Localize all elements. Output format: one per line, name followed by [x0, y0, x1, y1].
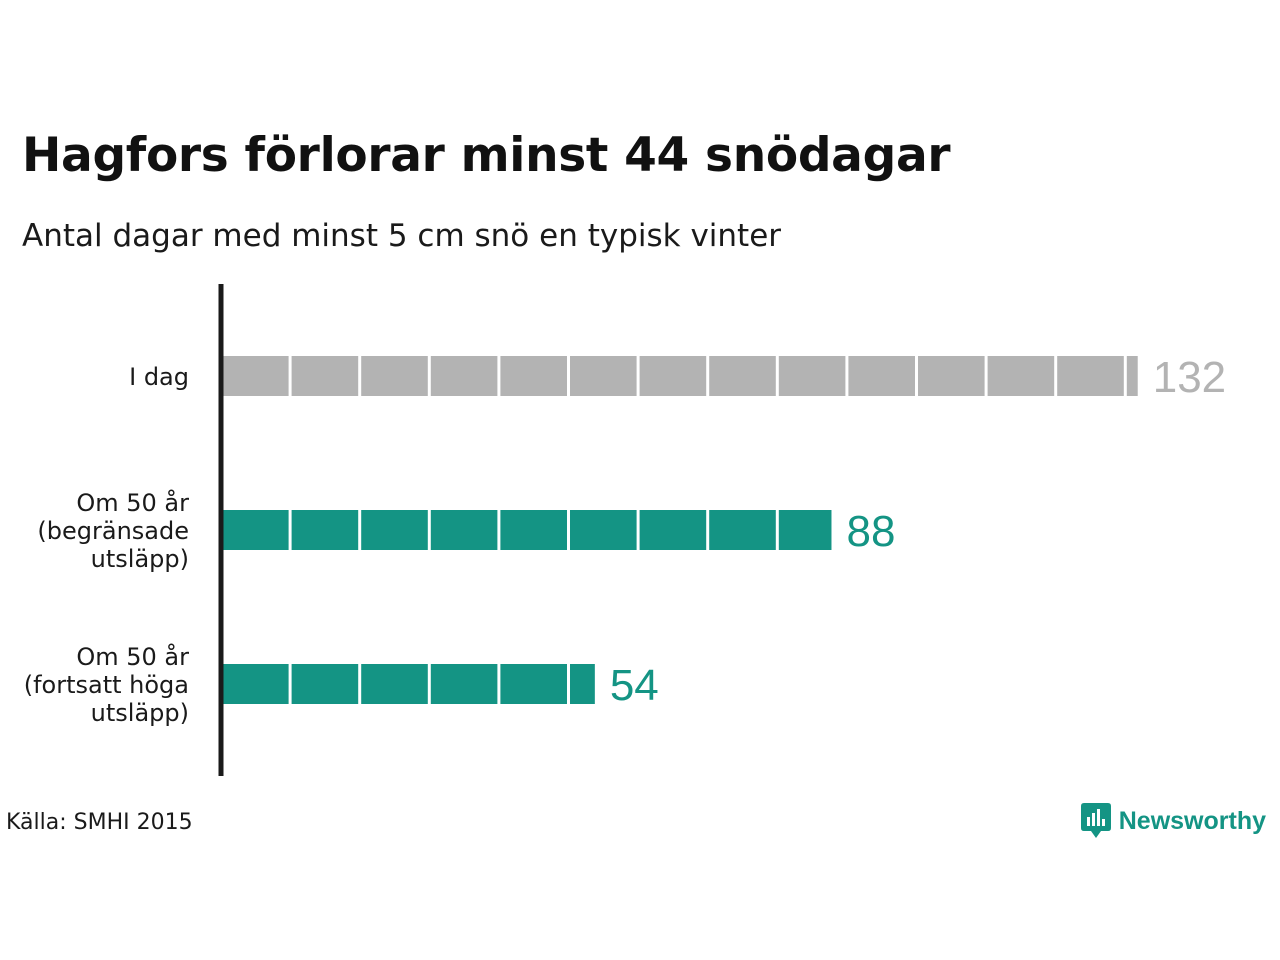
bar-segment — [500, 356, 567, 396]
bar-value-label: 54 — [610, 661, 659, 710]
bar-segment — [639, 356, 707, 396]
bar-segment — [1057, 356, 1124, 396]
bar-segment — [709, 356, 776, 396]
bar-segment — [430, 510, 498, 550]
category-label: Om 50 år (fortsatt höga utsläpp) — [24, 642, 189, 727]
bar-value-label: 132 — [1153, 353, 1226, 402]
bar-segment — [918, 356, 985, 396]
bar-segment — [1126, 356, 1138, 396]
bar-segment — [291, 664, 359, 704]
bar-segment — [361, 356, 428, 396]
bar-segment — [848, 356, 915, 396]
bar-segment — [500, 510, 567, 550]
bar-segment — [709, 510, 776, 550]
bar-segment — [291, 356, 359, 396]
bar-segment — [778, 356, 846, 396]
category-label: Om 50 år (begränsade utsläpp) — [37, 488, 189, 573]
category-label: I dag — [129, 363, 189, 391]
chart-subtitle: Antal dagar med minst 5 cm snö en typisk… — [22, 218, 782, 254]
bar-segment — [430, 356, 498, 396]
bar-segment — [361, 510, 428, 550]
chart-title: Hagfors förlorar minst 44 snödagar — [22, 128, 951, 183]
brand-logo-group: Newsworthy — [1080, 803, 1266, 839]
brand-name: Newsworthy — [1118, 806, 1266, 835]
bar-segment — [222, 356, 289, 396]
bar-value-label: 88 — [846, 507, 895, 556]
bar-segment — [291, 510, 359, 550]
bar-segment — [987, 356, 1055, 396]
bar-segment — [361, 664, 428, 704]
bar-segment — [430, 664, 498, 704]
bar-segment — [570, 664, 595, 704]
bar-segment — [222, 510, 289, 550]
bar-segment — [639, 510, 707, 550]
bar-segment — [500, 664, 567, 704]
source-note: Källa: SMHI 2015 — [6, 810, 193, 835]
newsworthy-chart-bubble-icon — [1080, 803, 1111, 838]
bar-segment — [778, 510, 832, 550]
bar-segment — [570, 510, 637, 550]
bar-segment — [570, 356, 637, 396]
bar-segment — [222, 664, 289, 704]
